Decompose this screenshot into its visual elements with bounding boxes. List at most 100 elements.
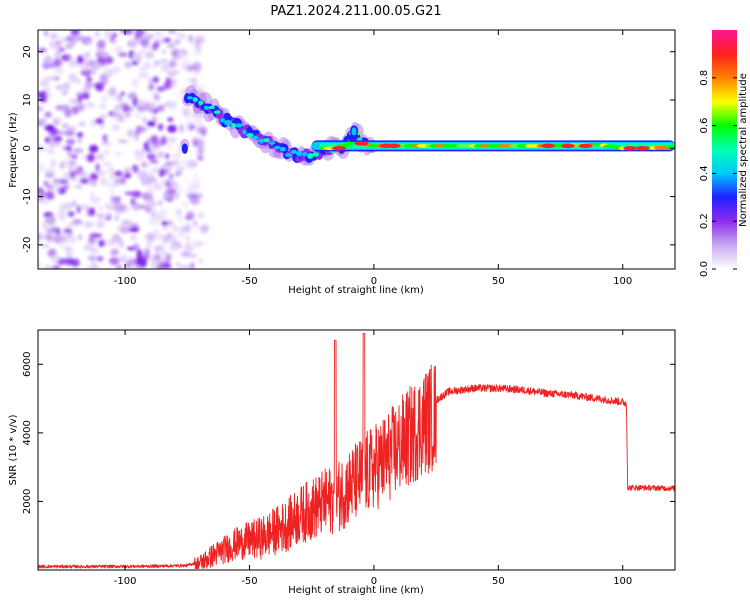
noise-blob	[103, 149, 111, 155]
noise-blob	[89, 207, 96, 217]
noise-blob	[165, 254, 171, 264]
noise-blob	[179, 264, 191, 269]
noise-blob	[187, 253, 198, 259]
noise-blob	[176, 208, 182, 214]
noise-blob	[158, 38, 166, 45]
ridge-strong-peak	[541, 143, 556, 149]
ridge-peak	[231, 122, 236, 129]
x-tick-label: 50	[492, 576, 505, 587]
noise-blob	[55, 117, 64, 122]
noise-blob	[157, 123, 164, 131]
noise-blob	[114, 212, 121, 219]
noise-blob	[44, 30, 49, 37]
noise-blob	[109, 175, 116, 180]
noise-blob	[55, 50, 61, 58]
noise-blob	[83, 53, 90, 60]
noise-blob	[149, 101, 156, 109]
noise-blob	[123, 167, 131, 175]
noise-blob	[128, 257, 135, 267]
colorbar: 0.0 0.2 0.4 0.6 0.8 Normalized spectral ampl…	[699, 30, 749, 277]
ridge-peak	[213, 110, 221, 114]
noise-blob	[161, 49, 166, 54]
noise-blob	[137, 171, 143, 176]
noise-blob	[71, 177, 78, 182]
noise-blob	[162, 234, 169, 244]
ridge-peak	[296, 150, 303, 157]
noise-blob	[178, 217, 183, 224]
noise-blob	[68, 61, 79, 68]
noise-blob	[126, 128, 135, 138]
noise-blob	[148, 78, 154, 83]
noise-blob	[51, 182, 61, 193]
noise-blob	[160, 58, 168, 64]
noise-blob	[192, 178, 201, 184]
noise-blob	[150, 253, 155, 261]
noise-blob	[167, 124, 177, 133]
noise-blob	[60, 54, 68, 60]
noise-blob	[45, 235, 52, 240]
noise-blob	[90, 191, 95, 199]
noise-blob	[150, 212, 155, 217]
noise-blob	[176, 261, 181, 268]
noise-blob	[89, 247, 100, 255]
noise-blob	[104, 202, 112, 210]
noise-blob	[64, 145, 73, 151]
noise-blob	[50, 265, 61, 269]
noise-blob	[43, 180, 49, 186]
noise-blob	[71, 105, 79, 115]
noise-blob	[159, 208, 169, 217]
noise-blob	[195, 117, 205, 126]
noise-blob	[186, 76, 191, 82]
noise-blob	[135, 125, 142, 135]
ridge-peak	[246, 132, 254, 138]
x-tick-label: 100	[613, 576, 632, 587]
noise-blob	[179, 123, 184, 134]
noise-blob	[114, 178, 120, 185]
noise-blob	[118, 239, 124, 249]
noise-blob	[50, 159, 57, 168]
noise-blob	[171, 185, 181, 191]
noise-blob	[52, 253, 60, 263]
noise-blob	[156, 86, 166, 92]
noise-blob	[104, 182, 116, 187]
noise-blob	[39, 200, 51, 205]
noise-blob	[44, 124, 55, 132]
noise-blob	[116, 264, 122, 269]
bottom-y-axis-label: SNR (10 * v/v)	[8, 414, 19, 485]
noise-blob	[182, 201, 190, 208]
noise-blob	[152, 76, 160, 84]
noise-blob	[55, 84, 64, 90]
noise-blob	[71, 200, 77, 208]
ridge-peak	[279, 147, 286, 152]
noise-blob	[154, 253, 160, 260]
noise-blob	[111, 124, 120, 131]
noise-blob	[99, 103, 107, 110]
noise-blob	[143, 61, 152, 69]
top-x-axis-label: Height of straight line (km)	[288, 285, 424, 296]
x-tick-label: -100	[114, 276, 137, 287]
noise-blob	[175, 39, 181, 44]
noise-blob	[64, 232, 70, 238]
noise-blob	[185, 188, 194, 194]
noise-blob	[113, 95, 120, 101]
noise-blob	[168, 61, 177, 68]
noise-blob	[149, 159, 159, 164]
noise-blob	[104, 30, 113, 39]
noise-blob	[95, 153, 105, 161]
spectrogram-frame	[37, 29, 676, 270]
noise-blob	[172, 225, 181, 235]
noise-blob	[178, 231, 184, 239]
noise-blob	[91, 257, 97, 267]
noise-blob	[163, 101, 172, 107]
ridge-peak	[192, 97, 198, 102]
noise-blob	[145, 232, 156, 242]
noise-blob	[197, 126, 208, 135]
noise-blob	[186, 211, 195, 221]
noise-blob	[132, 164, 139, 174]
noise-blob	[179, 186, 184, 195]
noise-blob	[76, 132, 84, 138]
noise-blob	[155, 265, 165, 269]
noise-blob	[65, 138, 76, 145]
noise-blob	[110, 248, 119, 256]
noise-blob	[134, 151, 145, 161]
